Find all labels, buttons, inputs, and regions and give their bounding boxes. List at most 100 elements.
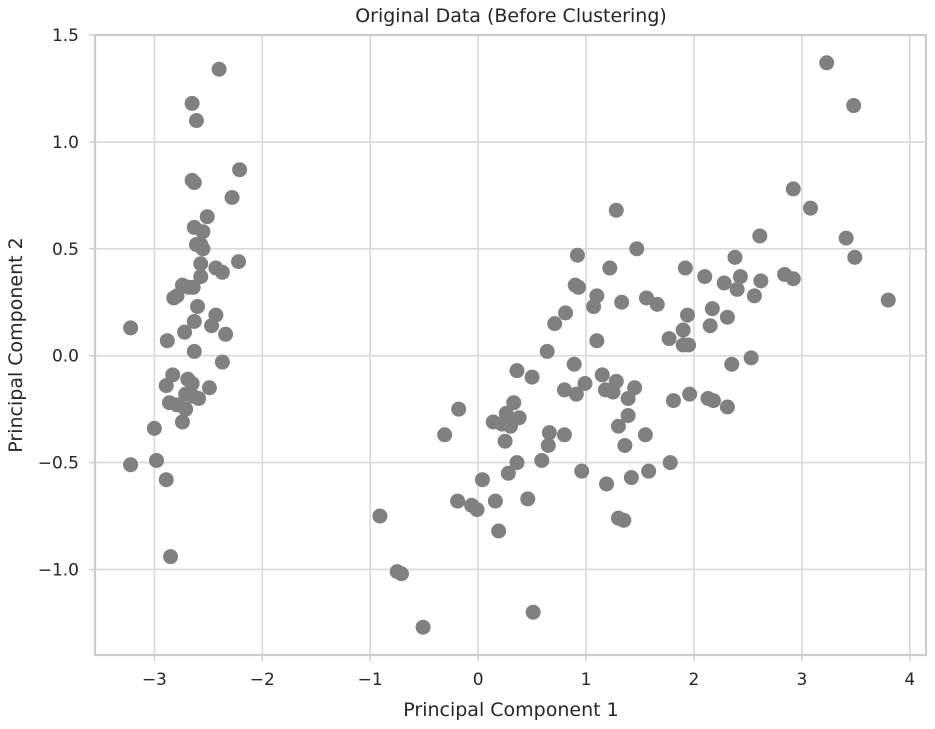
data-point <box>195 241 211 257</box>
data-point <box>525 604 541 620</box>
data-point <box>847 249 863 265</box>
x-tick-labels: −3 −2 −1 0 1 2 3 4 <box>142 670 915 690</box>
data-point <box>803 200 819 216</box>
data-point <box>729 281 745 297</box>
data-point <box>224 189 240 205</box>
data-point <box>649 296 665 312</box>
data-point <box>641 463 657 479</box>
x-tick-label: −3 <box>142 670 167 690</box>
data-point <box>608 373 624 389</box>
data-point <box>186 175 202 191</box>
data-point <box>727 249 743 265</box>
data-point <box>661 331 677 347</box>
data-point <box>534 452 550 468</box>
y-tick-label: −0.5 <box>38 454 79 474</box>
data-point <box>500 465 516 481</box>
chart-title: Original Data (Before Clustering) <box>355 5 667 27</box>
data-point <box>231 254 247 270</box>
data-point <box>474 472 490 488</box>
data-point <box>752 228 768 244</box>
data-point <box>188 113 204 129</box>
data-point <box>497 433 513 449</box>
data-point <box>539 343 555 359</box>
data-point <box>716 275 732 291</box>
x-tick-label: −2 <box>250 670 275 690</box>
data-point <box>509 363 525 379</box>
data-point <box>616 512 632 528</box>
data-point <box>608 202 624 218</box>
data-point <box>506 395 522 411</box>
data-point <box>682 386 698 402</box>
data-point <box>204 318 220 334</box>
plot-frame <box>93 33 928 657</box>
data-point <box>838 230 854 246</box>
data-point <box>199 209 215 225</box>
data-point <box>637 427 653 443</box>
data-point <box>719 309 735 325</box>
data-point <box>556 427 572 443</box>
data-point <box>746 288 762 304</box>
data-point <box>880 292 896 308</box>
data-point <box>185 279 201 295</box>
y-tick-label: 1.0 <box>52 133 79 153</box>
data-point <box>159 333 175 349</box>
data-point <box>186 219 202 235</box>
x-tick-label: 2 <box>689 670 700 690</box>
data-point <box>146 420 162 436</box>
data-point <box>437 427 453 443</box>
data-point <box>662 455 678 471</box>
data-point <box>541 425 557 441</box>
data-point <box>158 472 174 488</box>
data-point <box>732 269 748 285</box>
x-tick-label: 4 <box>904 670 915 690</box>
data-point <box>623 470 639 486</box>
data-point <box>556 382 572 398</box>
data-point <box>617 437 633 453</box>
data-point <box>594 367 610 383</box>
data-point <box>629 241 645 257</box>
data-point <box>524 369 540 385</box>
data-point <box>574 463 590 479</box>
data-point <box>123 457 139 473</box>
y-tick-label: 0.5 <box>52 240 79 260</box>
data-point <box>469 502 485 518</box>
data-point <box>232 162 248 178</box>
data-point <box>487 493 503 509</box>
y-tick-label: 1.5 <box>52 26 79 46</box>
x-axis-label: Principal Component 1 <box>403 699 618 721</box>
data-point <box>566 356 582 372</box>
data-point <box>520 491 536 507</box>
x-tick-label: 0 <box>473 670 484 690</box>
data-point <box>218 326 234 342</box>
data-point <box>785 181 801 197</box>
data-point <box>785 271 801 287</box>
data-point <box>589 333 605 349</box>
data-point <box>158 378 174 394</box>
data-points <box>123 55 896 635</box>
data-point <box>681 337 697 353</box>
data-point <box>602 260 618 276</box>
data-point <box>753 273 769 289</box>
x-tick-label: −1 <box>358 670 383 690</box>
data-point <box>123 320 139 336</box>
data-point <box>190 299 206 315</box>
data-point <box>599 476 615 492</box>
data-point <box>177 324 193 340</box>
data-point <box>174 414 190 430</box>
data-point <box>211 61 227 77</box>
data-point <box>393 566 409 582</box>
data-point <box>638 290 654 306</box>
data-point <box>415 619 431 635</box>
data-point <box>627 380 643 396</box>
data-point <box>509 455 525 471</box>
data-point <box>724 356 740 372</box>
data-point <box>201 380 217 396</box>
data-point <box>702 318 718 334</box>
data-point <box>149 452 165 468</box>
grid-lines <box>95 34 926 655</box>
data-point <box>675 322 691 338</box>
data-point <box>846 98 862 114</box>
data-point <box>208 260 224 276</box>
y-tick-label: −1.0 <box>38 560 79 580</box>
